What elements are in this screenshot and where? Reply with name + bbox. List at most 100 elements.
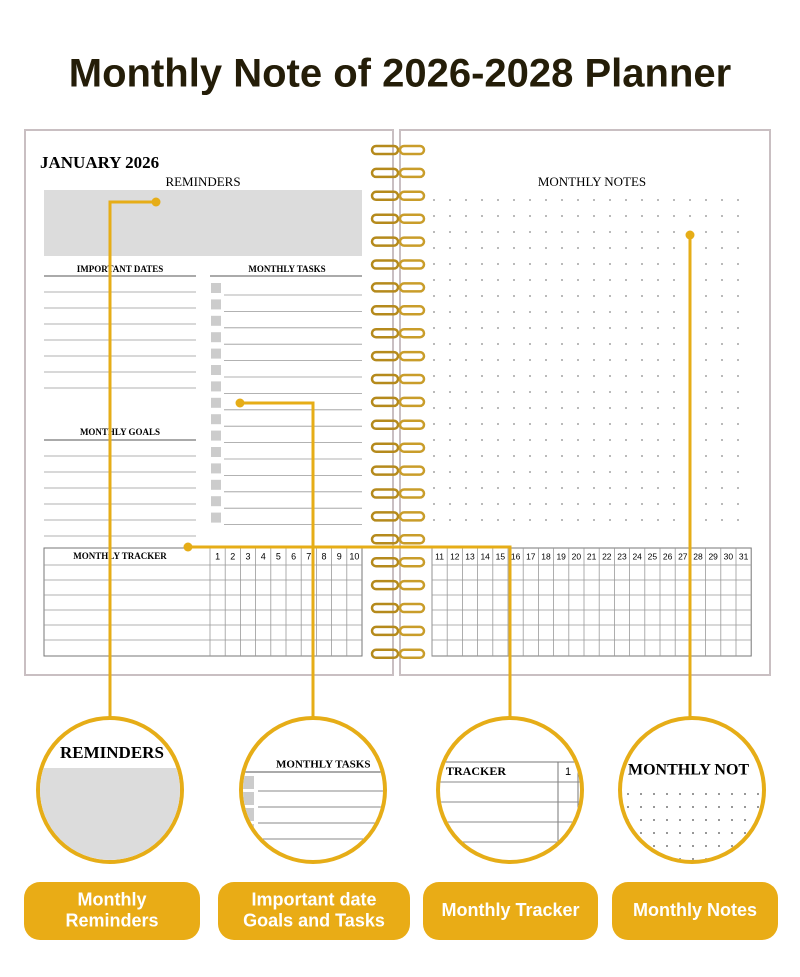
day-number: 30 [724,551,734,561]
dot [593,375,595,377]
spiral-ring [398,144,426,156]
dot [513,519,515,521]
spiral-ring [398,534,426,545]
dot [666,845,668,847]
dot [737,503,739,505]
dot [737,455,739,457]
dot [529,375,531,377]
dot [593,279,595,281]
dot [737,423,739,425]
dot [497,455,499,457]
dot [705,279,707,281]
dot [641,359,643,361]
dot [705,806,707,808]
dot [465,471,467,473]
dot [449,199,451,201]
dot [449,247,451,249]
dot [721,407,723,409]
dot [433,295,435,297]
checkbox [211,430,221,441]
dot [609,439,611,441]
dot [433,247,435,249]
dot [593,199,595,201]
dot [705,391,707,393]
dot [593,215,595,217]
dot [497,503,499,505]
dot [679,793,681,795]
dot [657,439,659,441]
checkbox [211,512,221,523]
dot [625,423,627,425]
dot [513,471,515,473]
dot [641,471,643,473]
checkbox [211,315,221,326]
callout-dot [151,197,161,207]
dot [545,455,547,457]
dot [625,199,627,201]
dot [705,487,707,489]
dot [666,793,668,795]
dot [625,375,627,377]
dot [465,231,467,233]
dot [673,199,675,201]
dot [465,391,467,393]
dot [433,439,435,441]
label-pill [24,882,200,940]
dot [577,359,579,361]
dot [641,295,643,297]
dot [577,503,579,505]
dot [593,519,595,521]
dot [657,263,659,265]
dot [653,819,655,821]
dot [705,519,707,521]
checkbox [211,414,221,425]
dot [529,423,531,425]
dot [513,231,515,233]
dot [609,199,611,201]
dot [609,359,611,361]
dot [561,359,563,361]
dot [593,311,595,313]
dot [641,407,643,409]
dot [449,407,451,409]
dot [673,263,675,265]
dot [721,423,723,425]
dot [679,819,681,821]
dot [673,487,675,489]
spiral-ring [398,648,426,660]
dot [689,199,691,201]
dot [705,263,707,265]
spiral-ring [398,282,426,293]
dot [705,199,707,201]
monthly-tasks-heading: MONTHLY TASKS [248,264,325,274]
dot [705,295,707,297]
dot [737,311,739,313]
dot [481,519,483,521]
checkbox [211,397,221,408]
dot [561,247,563,249]
dot [481,231,483,233]
dot [641,455,643,457]
dot [577,375,579,377]
dot [561,215,563,217]
day-number: 18 [541,551,551,561]
dot [561,231,563,233]
dot [497,471,499,473]
callout-dot [183,542,193,552]
dot [465,279,467,281]
day-number: 22 [602,551,612,561]
dot [545,263,547,265]
dot [731,858,733,860]
dot [737,215,739,217]
dot [657,279,659,281]
dot [561,199,563,201]
dot [577,231,579,233]
dot [640,806,642,808]
day-number: 13 [465,551,475,561]
dot [433,327,435,329]
dot [641,519,643,521]
day-number: 3 [245,551,250,561]
dot [673,519,675,521]
dot [721,375,723,377]
dot [465,343,467,345]
